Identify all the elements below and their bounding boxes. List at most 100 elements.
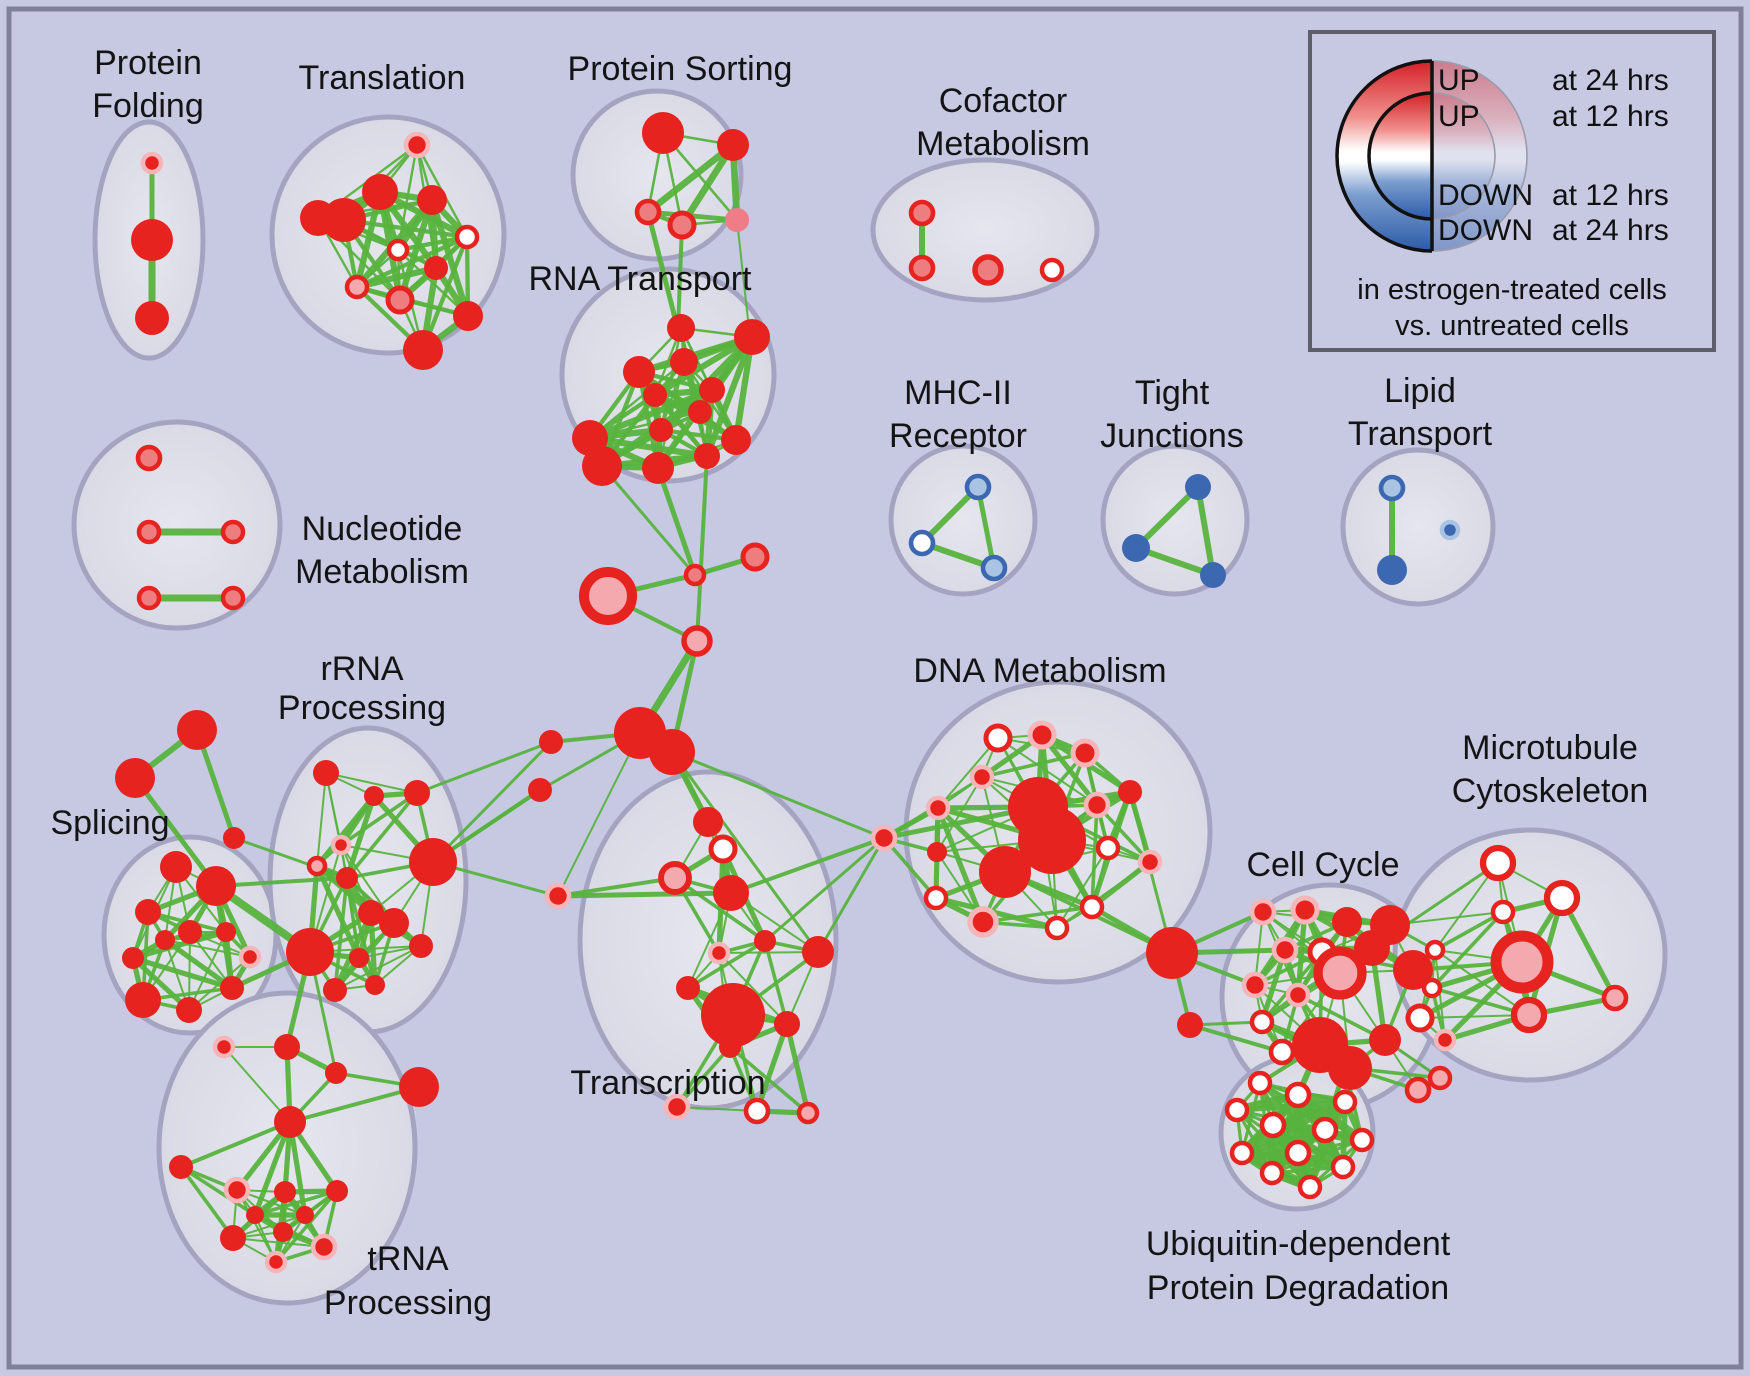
node-trna-processing[interactable] xyxy=(310,1233,338,1261)
node-translation[interactable] xyxy=(453,301,483,331)
node-mhc-ii-receptor[interactable] xyxy=(908,529,936,557)
node-translation[interactable] xyxy=(344,274,370,300)
node-connector[interactable] xyxy=(177,710,217,750)
node-trna-processing[interactable] xyxy=(220,1225,246,1251)
node-trna-processing[interactable] xyxy=(169,1155,193,1179)
node-transcription[interactable] xyxy=(796,1101,820,1125)
node-rrna-processing[interactable] xyxy=(409,838,457,886)
node-rrna-processing[interactable] xyxy=(364,786,384,806)
node-microtubule-cytoskeleton[interactable] xyxy=(1433,1028,1457,1052)
node-trna-processing[interactable] xyxy=(264,1250,288,1274)
node-dna-metabolism[interactable] xyxy=(1118,780,1142,804)
node-rna-transport[interactable] xyxy=(699,377,725,403)
node-rrna-processing[interactable] xyxy=(409,934,433,958)
node-connector[interactable] xyxy=(683,563,707,587)
node-connector[interactable] xyxy=(223,827,245,849)
node-connector[interactable] xyxy=(681,625,713,657)
node-protein-folding[interactable] xyxy=(131,219,173,261)
node-translation[interactable] xyxy=(417,185,447,215)
node-cell-cycle[interactable] xyxy=(1271,936,1299,964)
node-transcription[interactable] xyxy=(774,1011,800,1037)
node-connector[interactable] xyxy=(115,758,155,798)
node-protein-folding[interactable] xyxy=(140,151,164,175)
node-microtubule-cytoskeleton[interactable] xyxy=(1421,977,1443,999)
node-ubiquitin-degradation[interactable] xyxy=(1224,1097,1250,1123)
node-trna-processing[interactable] xyxy=(273,1222,293,1242)
node-connector[interactable] xyxy=(1177,1012,1203,1038)
node-rna-transport[interactable] xyxy=(643,383,667,407)
node-lipid-transport[interactable] xyxy=(1439,519,1461,541)
node-translation[interactable] xyxy=(362,174,398,210)
node-mhc-ii-receptor[interactable] xyxy=(964,473,992,501)
node-rrna-processing[interactable] xyxy=(330,834,352,856)
node-dna-metabolism[interactable] xyxy=(870,824,898,852)
node-nucleotide-metabolism[interactable] xyxy=(136,585,162,611)
node-translation[interactable] xyxy=(454,224,480,250)
node-transcription[interactable] xyxy=(708,834,738,864)
node-splicing[interactable] xyxy=(135,899,161,925)
node-cell-cycle[interactable] xyxy=(1369,1024,1401,1056)
node-translation[interactable] xyxy=(403,131,431,159)
node-trna-processing[interactable] xyxy=(212,1035,236,1059)
node-rrna-processing[interactable] xyxy=(323,978,347,1002)
node-nucleotide-metabolism[interactable] xyxy=(135,444,163,472)
node-microtubule-cytoskeleton[interactable] xyxy=(1490,899,1516,925)
node-rna-transport[interactable] xyxy=(642,452,674,484)
node-transcription[interactable] xyxy=(676,976,700,1000)
node-splicing[interactable] xyxy=(125,982,161,1018)
node-cofactor-metabolism[interactable] xyxy=(908,254,936,282)
node-dna-metabolism[interactable] xyxy=(927,842,947,862)
node-translation[interactable] xyxy=(386,238,410,262)
node-lipid-transport[interactable] xyxy=(1378,474,1406,502)
node-splicing[interactable] xyxy=(176,997,202,1023)
node-connector[interactable] xyxy=(528,778,552,802)
node-cell-cycle[interactable] xyxy=(1249,1009,1275,1035)
node-ubiquitin-degradation[interactable] xyxy=(1284,1139,1312,1167)
node-microtubule-cytoskeleton[interactable] xyxy=(1424,939,1446,961)
node-splicing[interactable] xyxy=(178,920,202,944)
node-ubiquitin-degradation[interactable] xyxy=(1332,1089,1358,1115)
node-ubiquitin-degradation[interactable] xyxy=(1229,1140,1255,1166)
node-cofactor-metabolism[interactable] xyxy=(1039,257,1065,283)
node-dna-metabolism[interactable] xyxy=(1027,720,1057,750)
node-protein-folding[interactable] xyxy=(135,301,169,335)
node-rrna-processing[interactable] xyxy=(306,855,328,877)
node-cell-cycle[interactable] xyxy=(1268,1038,1296,1066)
node-microtubule-cytoskeleton[interactable] xyxy=(1601,984,1629,1012)
node-splicing[interactable] xyxy=(220,976,244,1000)
node-splicing[interactable] xyxy=(122,947,144,969)
node-rrna-processing[interactable] xyxy=(379,908,409,938)
node-rrna-processing[interactable] xyxy=(358,900,384,926)
node-transcription[interactable] xyxy=(701,983,765,1047)
node-tight-junctions[interactable] xyxy=(1122,534,1150,562)
node-trna-processing[interactable] xyxy=(274,1034,300,1060)
node-ubiquitin-degradation[interactable] xyxy=(1349,1127,1375,1153)
node-dna-metabolism[interactable] xyxy=(983,723,1013,753)
node-transcription[interactable] xyxy=(693,807,723,837)
node-microtubule-cytoskeleton[interactable] xyxy=(1543,879,1581,917)
node-nucleotide-metabolism[interactable] xyxy=(220,585,246,611)
node-ubiquitin-degradation[interactable] xyxy=(1259,1160,1285,1186)
node-rna-transport[interactable] xyxy=(694,443,720,469)
node-trna-processing[interactable] xyxy=(399,1067,439,1107)
node-cofactor-metabolism[interactable] xyxy=(972,254,1004,286)
node-transcription[interactable] xyxy=(707,941,731,965)
node-connector[interactable] xyxy=(649,729,695,775)
node-rrna-processing[interactable] xyxy=(365,975,385,995)
node-rna-transport[interactable] xyxy=(721,425,751,455)
node-ubiquitin-degradation[interactable] xyxy=(1297,1174,1323,1200)
node-dna-metabolism[interactable] xyxy=(925,795,951,821)
node-tight-junctions[interactable] xyxy=(1185,474,1211,500)
node-microtubule-cytoskeleton[interactable] xyxy=(1490,930,1554,994)
node-splicing[interactable] xyxy=(238,945,262,969)
node-transcription[interactable] xyxy=(658,861,692,895)
node-protein-sorting[interactable] xyxy=(717,129,749,161)
node-ubiquitin-degradation[interactable] xyxy=(1247,1070,1273,1096)
node-dna-metabolism[interactable] xyxy=(1137,849,1163,875)
node-trna-processing[interactable] xyxy=(326,1180,348,1202)
node-lipid-transport[interactable] xyxy=(1377,555,1407,585)
node-rrna-processing[interactable] xyxy=(404,780,430,806)
node-rrna-processing[interactable] xyxy=(286,928,334,976)
node-microtubule-cytoskeleton[interactable] xyxy=(1479,844,1517,882)
node-microtubule-cytoskeleton[interactable] xyxy=(1405,1003,1435,1033)
